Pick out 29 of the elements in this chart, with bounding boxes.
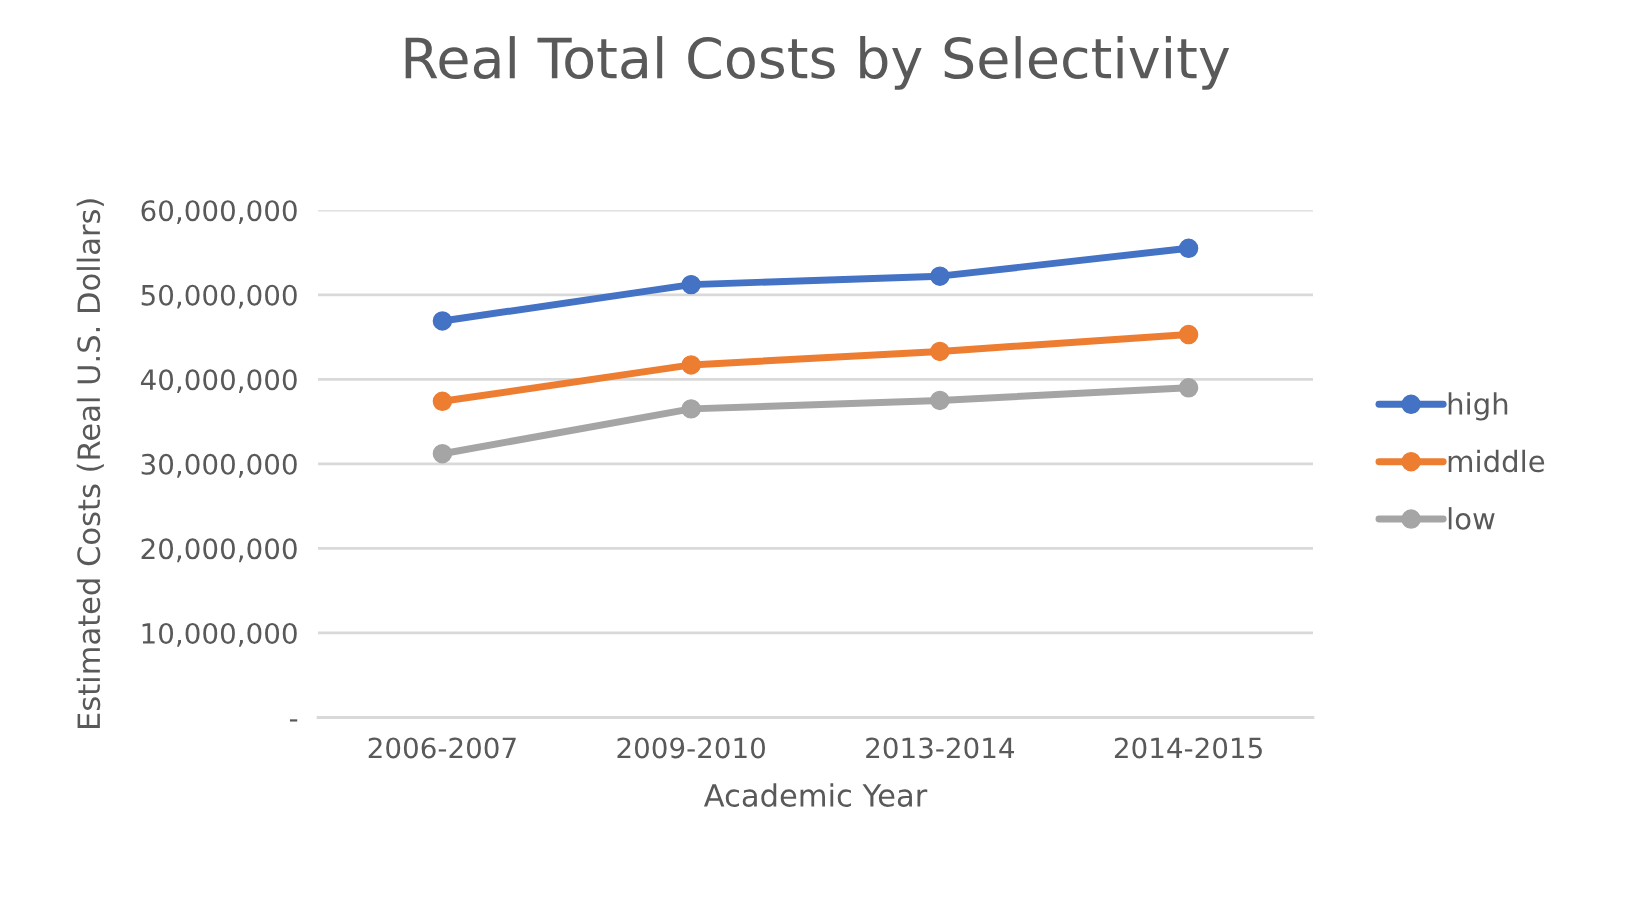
point	[681, 355, 701, 375]
y-tick-label: 10,000,000	[142, 622, 297, 647]
x-axis-title: Academic Year	[703, 783, 928, 807]
point	[930, 266, 950, 286]
x-tick-label: 2006-2007	[368, 737, 516, 759]
point	[432, 391, 453, 412]
x-tick-label: 2014-2015	[1114, 737, 1262, 759]
point	[1178, 324, 1199, 345]
y-tick-label: 50,000,000	[141, 284, 297, 309]
x-tick-label: 2013-2014	[866, 737, 1015, 759]
y-tick-label: 20,000,000	[141, 538, 297, 563]
y-axis-title: Estimated Costs (Real U.S. Dollars)	[76, 199, 104, 729]
point	[930, 390, 950, 411]
point	[1178, 238, 1199, 258]
x-tick-label: 2009-2010	[617, 737, 765, 759]
chart-title: Real Total Costs by Selectivity	[405, 36, 1230, 90]
point	[432, 311, 453, 331]
y-tick-label: 60,000,000	[141, 200, 297, 224]
point	[681, 399, 701, 419]
y-tick-label: 40,000,000	[140, 369, 297, 394]
y-tick-label: -	[289, 719, 298, 722]
legend-label: high	[1448, 392, 1508, 421]
y-tick-label: 30,000,000	[141, 453, 297, 478]
legend-label: middle	[1448, 449, 1545, 473]
point	[1178, 378, 1199, 398]
point	[432, 443, 453, 464]
legend-label: low	[1448, 507, 1495, 530]
point	[930, 341, 950, 362]
point	[681, 274, 701, 295]
